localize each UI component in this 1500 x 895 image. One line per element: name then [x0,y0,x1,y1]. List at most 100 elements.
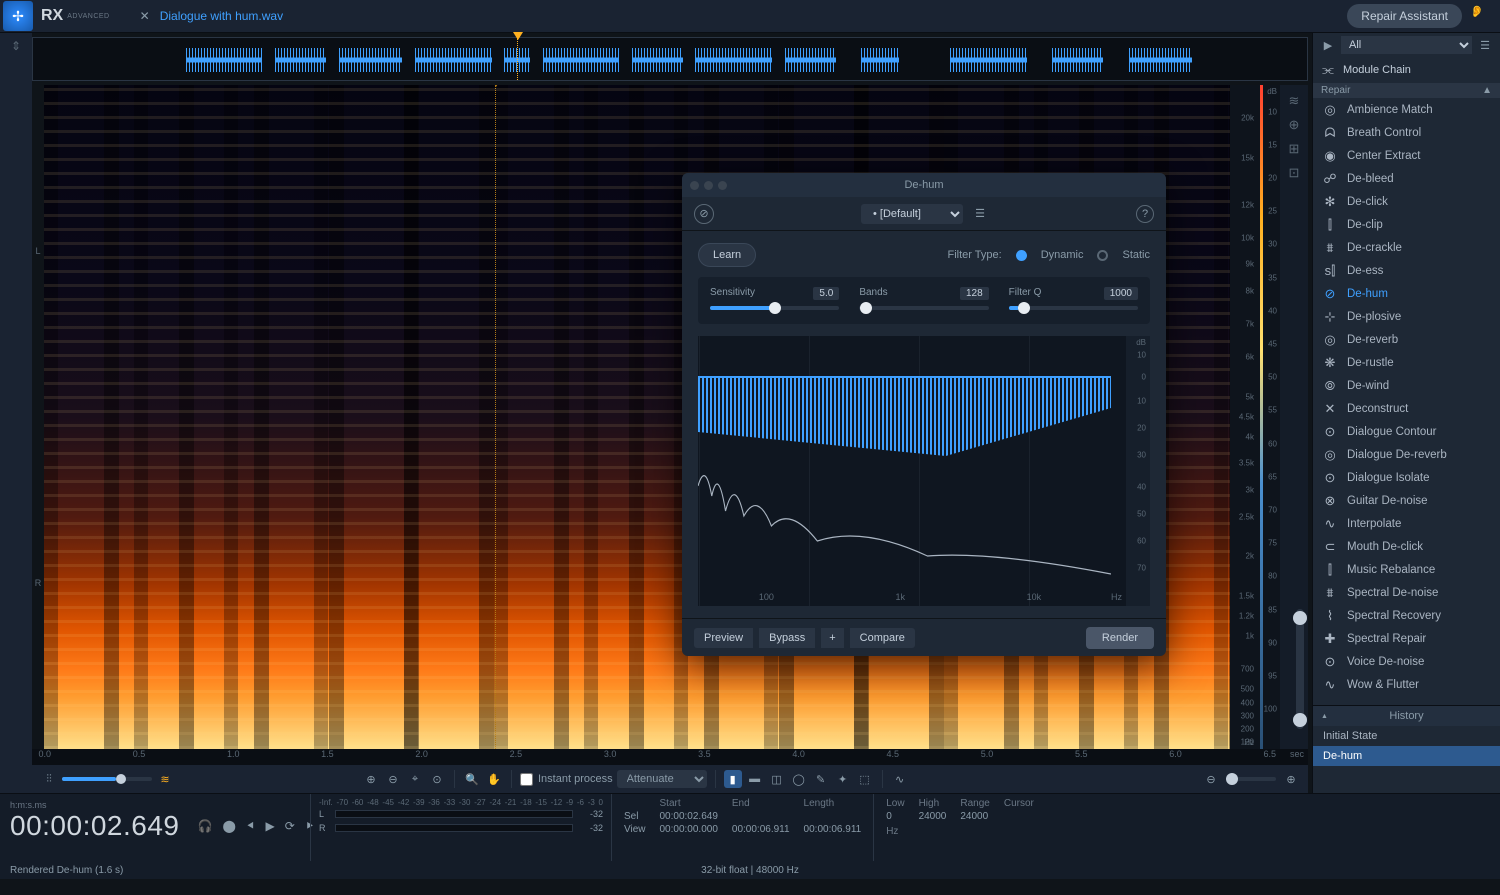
history-item[interactable]: Initial State [1313,726,1500,746]
dialog-titlebar[interactable]: De-hum [682,173,1166,197]
module-chain-button[interactable]: ⫘ Module Chain [1313,57,1500,83]
vresize-icon[interactable]: ⇕ [11,39,21,53]
module-item[interactable]: ✕Deconstruct [1313,397,1500,420]
help-icon[interactable]: ? [1136,205,1154,223]
hzoom-out-icon[interactable]: ⊖ [1202,770,1220,788]
module-icon: ☍ [1323,172,1337,186]
find-similar-icon[interactable]: ∿ [891,770,909,788]
module-item[interactable]: ⊙Dialogue Isolate [1313,466,1500,489]
module-item[interactable]: ⩩De-crackle [1313,236,1500,259]
module-item[interactable]: ∿Interpolate [1313,512,1500,535]
sensitivity-slider[interactable]: Sensitivity5.0 [710,287,839,310]
module-item[interactable]: ᗣBreath Control [1313,121,1500,144]
instant-mode-select[interactable]: Attenuate [617,770,707,788]
module-icon: ⊙ [1323,655,1337,669]
bypass-button[interactable]: Bypass [759,628,815,648]
window-controls[interactable] [690,181,727,190]
module-item[interactable]: ∿Wow & Flutter [1313,673,1500,696]
module-item[interactable]: ⊙Dialogue Contour [1313,420,1500,443]
module-icon: ◎ [1323,448,1337,462]
module-power-icon[interactable]: ⊘ [694,204,714,224]
grid-icon[interactable]: ⊞ [1289,141,1300,157]
brush-tool-icon[interactable]: ✎ [812,770,830,788]
blend-slider[interactable] [62,777,152,781]
zoom-in-icon[interactable]: ⊕ [362,770,380,788]
module-item[interactable]: ◎De-reverb [1313,328,1500,351]
vertical-zoom-slider[interactable] [1296,609,1304,729]
app-edition: ADVANCED [67,13,109,20]
hand-icon[interactable]: ✋ [485,770,503,788]
module-item[interactable]: ☍De-bleed [1313,167,1500,190]
preset-menu-icon[interactable]: ☰ [971,205,989,223]
module-item[interactable]: ❋De-rustle [1313,351,1500,374]
render-button[interactable]: Render [1086,627,1154,649]
filter-response-graph[interactable]: 1001k10kHz dB10010203040506070 [698,336,1150,606]
region-tool-icon[interactable]: ⬚ [856,770,874,788]
loop-icon[interactable]: ⟳ [285,819,295,833]
module-item[interactable]: ◎Ambience Match [1313,98,1500,121]
module-item[interactable]: ◎Dialogue De-reverb [1313,443,1500,466]
hzoom-in-icon[interactable]: ⊕ [1282,770,1300,788]
module-list-icon[interactable]: ☰ [1476,36,1494,54]
preset-select[interactable]: • [Default] [861,204,963,224]
module-item[interactable]: ⊘De-hum [1313,282,1500,305]
horizontal-zoom[interactable]: ⊖ ⊕ [1202,770,1300,788]
playhead[interactable] [517,38,518,80]
current-time: 00:00:02.649 [10,810,180,842]
module-item[interactable]: ⫿Music Rebalance [1313,558,1500,581]
app-logo-icon: ✢ [3,1,33,31]
file-tab[interactable]: ✕ Dialogue with hum.wav [140,9,283,23]
module-item[interactable]: ✻De-click [1313,190,1500,213]
zoom-out-icon[interactable]: ⊖ [384,770,402,788]
module-item[interactable]: s⫿De-ess [1313,259,1500,282]
tf-selection-tool-icon[interactable]: ◫ [768,770,786,788]
repair-assistant-button[interactable]: Repair Assistant [1347,4,1462,28]
module-item[interactable]: ⩩Spectral De-noise [1313,581,1500,604]
close-tab-icon[interactable]: ✕ [140,9,150,23]
module-item[interactable]: ⊗Guitar De-noise [1313,489,1500,512]
history-header[interactable]: History [1313,706,1500,726]
wave-view-icon[interactable]: ≋ [1289,93,1300,109]
module-item[interactable]: ⦾De-wind [1313,374,1500,397]
compare-button[interactable]: Compare [850,628,915,648]
app-name: RX [41,7,63,25]
zoom-sel-icon[interactable]: ⌖ [406,770,424,788]
ear-icon[interactable]: 👂 [1470,5,1492,27]
filter-dynamic-radio[interactable] [1016,250,1027,261]
play-icon[interactable]: ▶ [1319,36,1337,54]
module-filter-select[interactable]: All [1341,36,1472,54]
learn-button[interactable]: Learn [698,243,756,267]
module-item[interactable]: ⌇Spectral Recovery [1313,604,1500,627]
rewind-icon[interactable]: ⯇ [246,819,256,834]
wand-tool-icon[interactable]: ✦ [834,770,852,788]
record-icon[interactable]: ⬤ [222,819,235,833]
filter-static-radio[interactable] [1097,250,1108,261]
settings-icon[interactable]: ⊡ [1289,165,1300,181]
freq-selection-tool-icon[interactable]: ▬ [746,770,764,788]
module-section-header[interactable]: Repair▲ [1313,83,1500,98]
headphones-icon[interactable]: 🎧 [198,819,213,833]
module-item[interactable]: ⊹De-plosive [1313,305,1500,328]
play-button[interactable]: ▶ [266,819,275,833]
overview-waveform[interactable] [32,37,1308,81]
zoom-icon[interactable]: ⊕ [1289,117,1300,133]
spectrum-icon[interactable]: ≋ [156,770,174,788]
time-format-label[interactable]: h:m:s.ms [10,800,300,810]
instant-process-checkbox[interactable]: Instant process [520,773,613,786]
module-item[interactable]: ◉Center Extract [1313,144,1500,167]
waveform-icon[interactable]: ⫶⫶ [40,770,58,788]
time-selection-tool-icon[interactable]: ▮ [724,770,742,788]
preview-button[interactable]: Preview [694,628,753,648]
magnify-icon[interactable]: 🔍 [463,770,481,788]
module-item[interactable]: ⊂Mouth De-click [1313,535,1500,558]
zoom-fit-icon[interactable]: ⊙ [428,770,446,788]
module-item[interactable]: ⫿De-clip [1313,213,1500,236]
history-item[interactable]: De-hum [1313,746,1500,766]
filterq-slider[interactable]: Filter Q1000 [1009,287,1138,310]
module-item[interactable]: ⊙Voice De-noise [1313,650,1500,673]
lasso-tool-icon[interactable]: ◯ [790,770,808,788]
module-item[interactable]: ✚Spectral Repair [1313,627,1500,650]
add-compare-button[interactable]: + [821,628,843,648]
bands-slider[interactable]: Bands128 [859,287,988,310]
spectrogram-playhead[interactable] [495,85,496,749]
